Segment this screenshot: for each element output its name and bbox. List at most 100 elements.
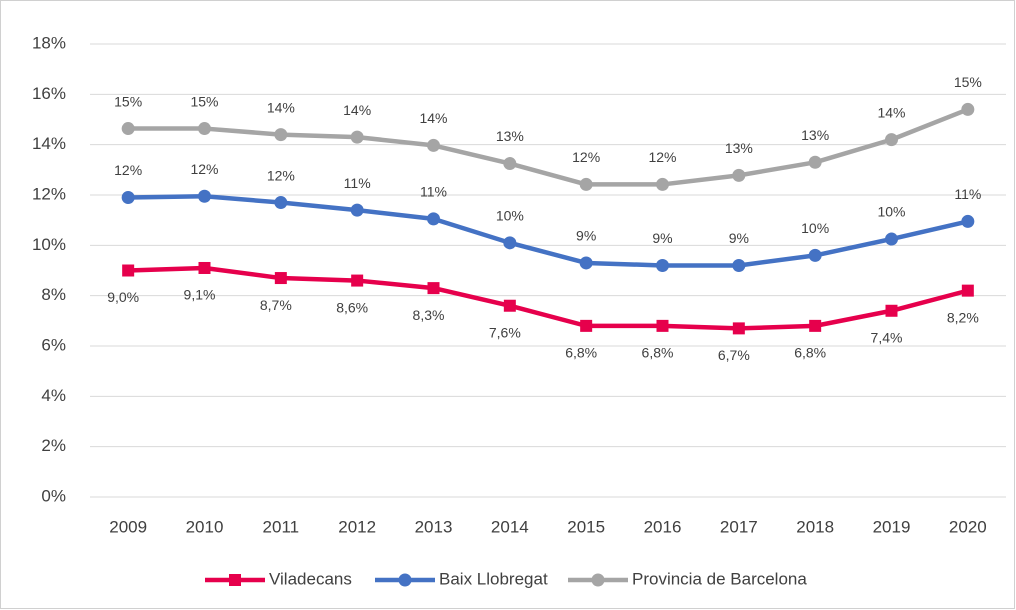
data-label: 7,4% (871, 329, 903, 345)
data-label: 10% (496, 208, 524, 224)
legend-label: Baix Llobregat (439, 569, 548, 588)
data-label: 13% (496, 128, 524, 144)
data-label: 12% (114, 162, 142, 178)
data-label: 8,2% (947, 309, 979, 325)
x-tick-label: 2019 (873, 517, 911, 536)
data-label: 10% (801, 220, 829, 236)
data-label: 6,8% (642, 345, 674, 361)
data-point (808, 248, 822, 262)
data-point (274, 128, 288, 142)
x-tick-label: 2010 (186, 517, 224, 536)
x-tick-label: 2018 (796, 517, 834, 536)
data-point (350, 130, 364, 144)
data-point (198, 189, 211, 203)
data-point (809, 319, 822, 332)
data-label: 11% (344, 175, 371, 191)
data-label: 8,7% (260, 297, 292, 313)
x-tick-label: 2011 (263, 517, 300, 536)
data-point (885, 133, 898, 147)
data-label: 11% (954, 186, 981, 202)
data-point (503, 236, 517, 250)
data-point (121, 122, 135, 136)
y-tick-label: 4% (41, 386, 66, 405)
x-tick-label: 2014 (491, 517, 529, 536)
data-label: 9% (729, 230, 749, 246)
data-point (961, 102, 975, 116)
legend-label: Provincia de Barcelona (632, 569, 807, 588)
data-label: 14% (267, 99, 295, 115)
data-label: 15% (190, 93, 218, 109)
y-tick-label: 6% (41, 335, 66, 354)
data-label: 14% (419, 110, 447, 126)
data-label: 12% (648, 149, 676, 165)
data-label: 15% (954, 74, 982, 90)
data-point (274, 196, 288, 210)
x-tick-label: 2016 (644, 517, 682, 536)
y-tick-label: 10% (32, 235, 66, 254)
data-label: 12% (267, 167, 295, 183)
data-point (503, 157, 517, 171)
data-point (351, 274, 364, 287)
legend-marker (591, 573, 605, 587)
data-point (961, 214, 975, 228)
data-label: 15% (114, 93, 142, 109)
data-label: 9,0% (107, 289, 139, 305)
data-point (732, 322, 745, 335)
y-tick-label: 12% (32, 184, 66, 203)
data-point (427, 282, 440, 295)
data-point (427, 138, 440, 152)
data-point (580, 319, 593, 332)
x-tick-label: 2015 (567, 517, 605, 536)
data-point (732, 258, 746, 272)
data-label: 6,8% (565, 345, 597, 361)
x-tick-label: 2009 (109, 517, 147, 536)
data-label: 9% (576, 228, 596, 244)
data-point (579, 177, 593, 191)
legend-marker (229, 574, 241, 586)
legend-marker (398, 573, 412, 587)
data-point (121, 191, 135, 205)
data-label: 7,6% (489, 324, 521, 340)
data-label: 14% (877, 104, 905, 120)
series-line (128, 107, 969, 187)
data-point (961, 284, 974, 297)
data-point (274, 272, 287, 285)
data-label: 8,3% (413, 307, 445, 323)
data-point (427, 212, 440, 226)
data-point (579, 256, 593, 270)
data-point (885, 232, 898, 246)
data-label: 8,6% (336, 299, 368, 315)
data-label: 14% (343, 102, 371, 118)
data-point (656, 319, 669, 332)
data-label: 13% (801, 127, 829, 143)
data-label: 9,1% (184, 287, 216, 303)
x-tick-label: 2012 (338, 517, 376, 536)
x-tick-label: 2020 (949, 517, 987, 536)
data-point (122, 264, 135, 277)
series-line (128, 194, 969, 268)
data-point (808, 155, 822, 169)
data-label: 10% (877, 204, 905, 220)
data-label: 12% (190, 161, 218, 177)
x-tick-label: 2013 (415, 517, 453, 536)
series-line (128, 265, 969, 331)
y-tick-label: 2% (41, 436, 66, 455)
legend-label: Viladecans (269, 569, 352, 588)
data-label: 11% (420, 184, 447, 200)
data-label: 6,7% (718, 347, 750, 363)
data-point (350, 203, 364, 217)
y-tick-label: 8% (41, 285, 66, 304)
data-label: 13% (725, 140, 753, 156)
data-point (198, 122, 211, 136)
data-point (732, 168, 746, 182)
data-point (198, 261, 211, 274)
y-tick-label: 18% (32, 33, 66, 52)
data-point (656, 258, 669, 272)
data-label: 9% (652, 230, 672, 246)
y-tick-label: 0% (41, 486, 66, 505)
data-point (885, 304, 898, 317)
data-label: 12% (572, 149, 600, 165)
x-tick-label: 2017 (720, 517, 758, 536)
data-point (656, 177, 669, 191)
